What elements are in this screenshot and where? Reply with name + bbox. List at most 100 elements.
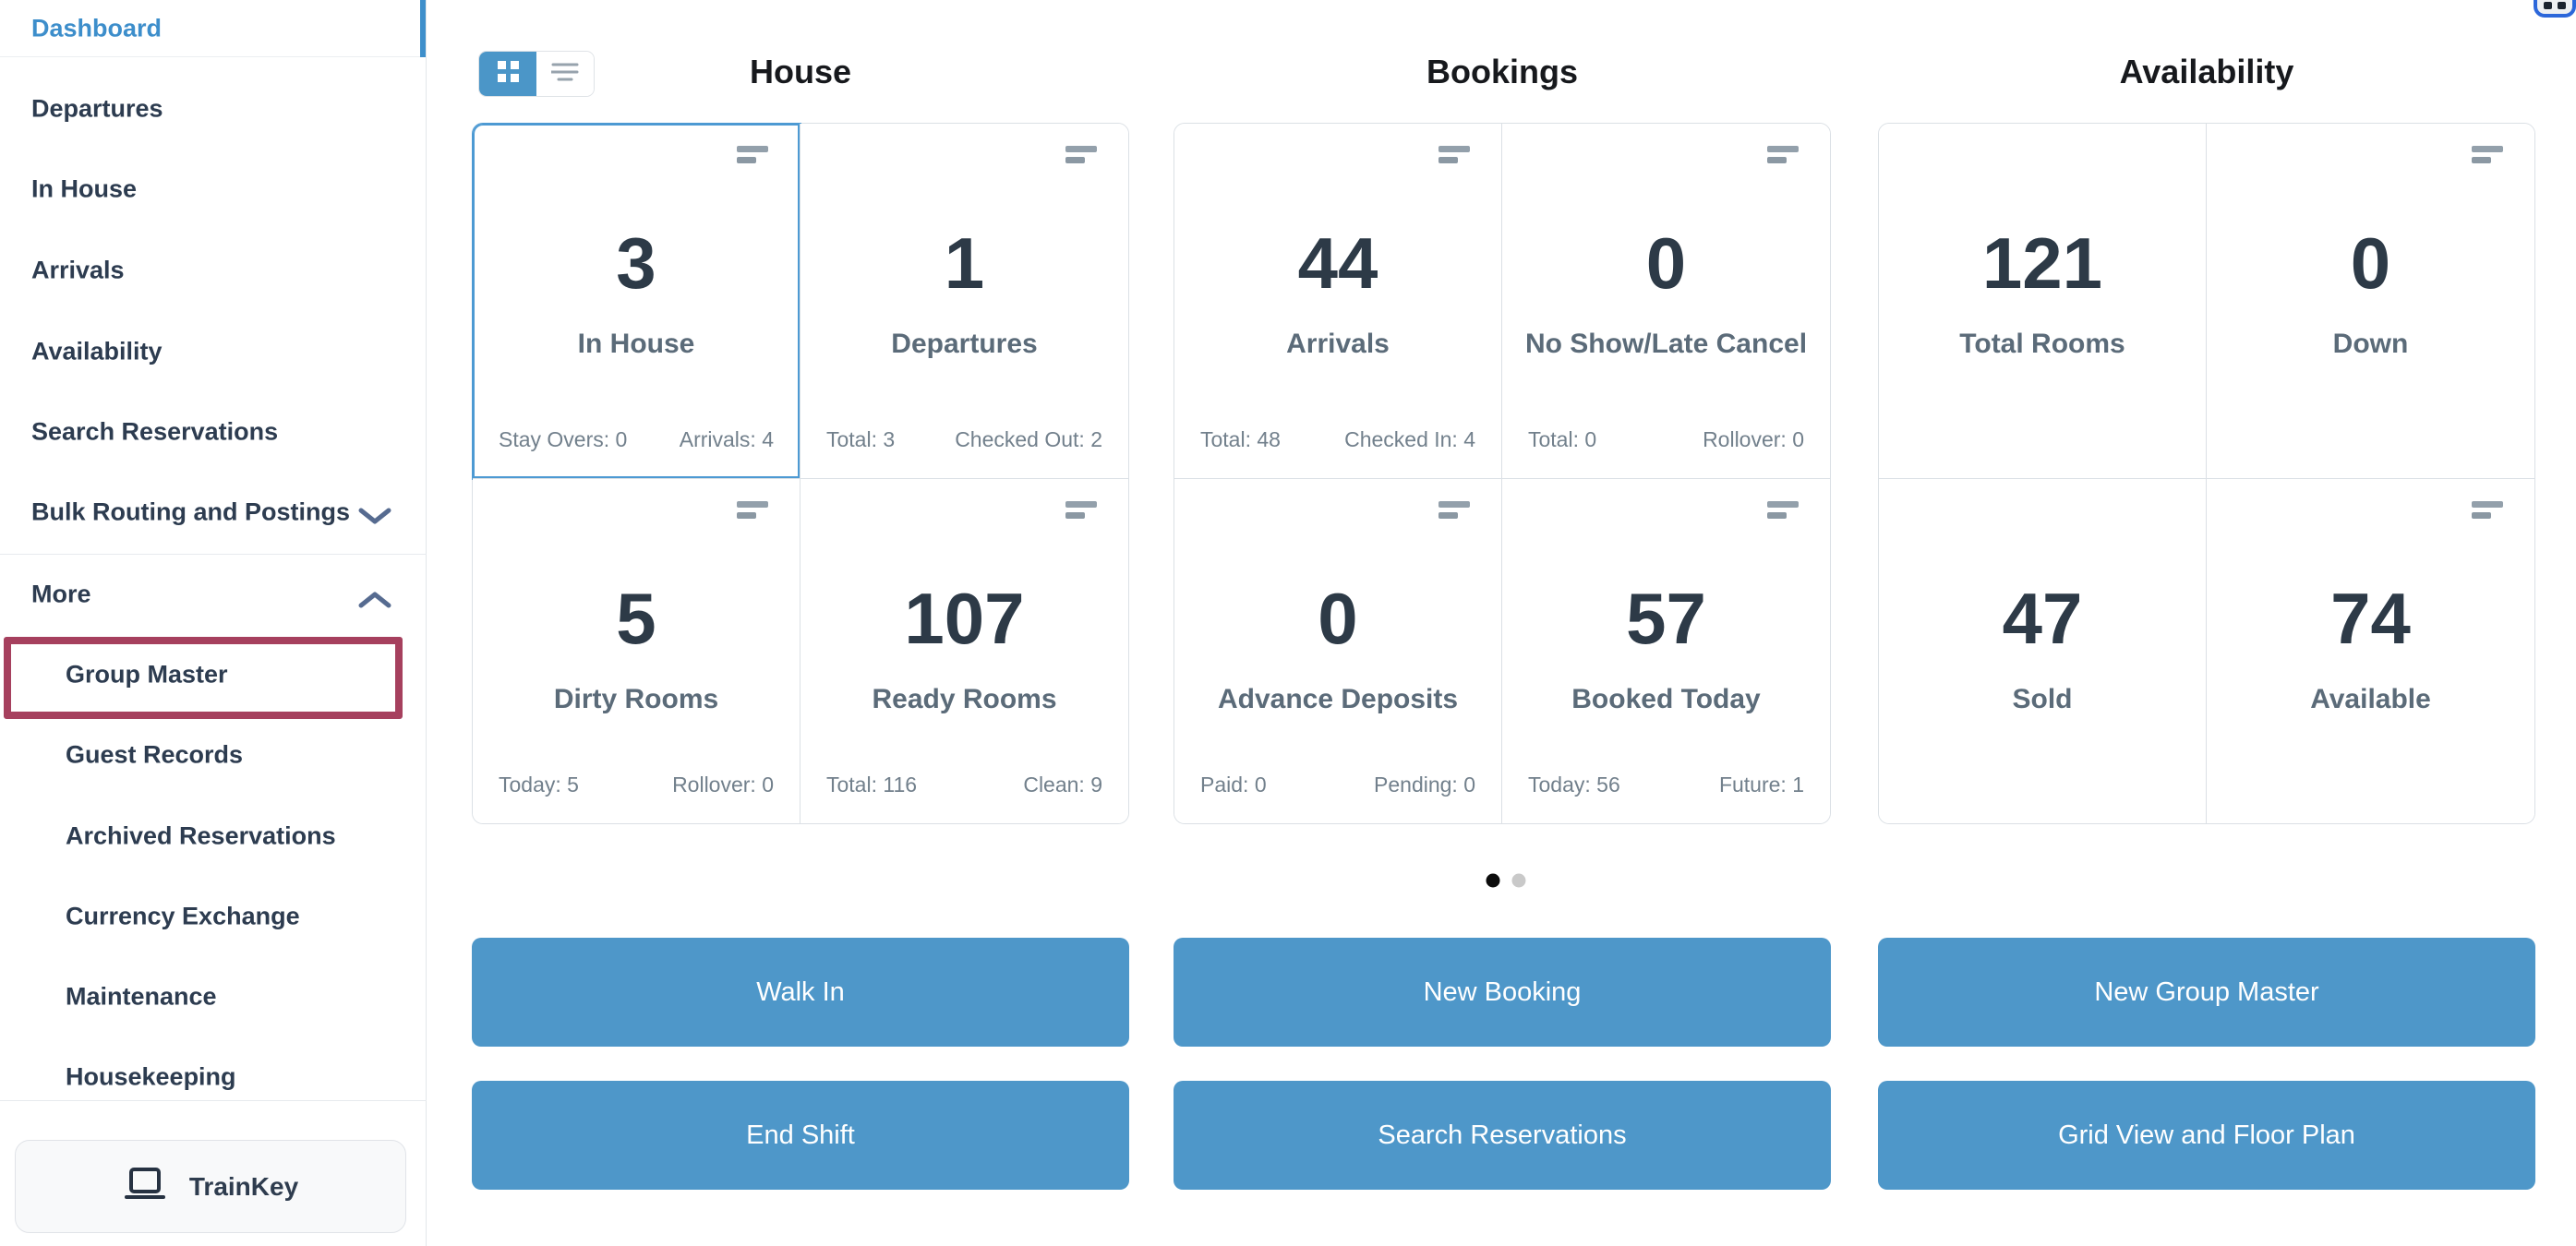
trainkey-label: TrainKey <box>188 1171 299 1201</box>
card-value: 0 <box>2350 222 2391 304</box>
card-stats-row: Total: 3 Checked Out: 2 <box>826 427 1102 452</box>
card-booked-today[interactable]: 57 Booked Today Today: 56 Future: 1 <box>1502 479 1830 823</box>
grid-view-floor-plan-button[interactable]: Grid View and Floor Plan <box>1878 1081 2535 1190</box>
card-stat-right: Future: 1 <box>1718 773 1804 797</box>
card-label: Arrivals <box>1286 329 1390 359</box>
card-label: Departures <box>891 329 1038 359</box>
card-label: Booked Today <box>1571 684 1761 714</box>
card-departures[interactable]: 1 Departures Total: 3 Checked Out: 2 <box>800 124 1128 479</box>
card-menu-icon[interactable] <box>1065 146 1097 163</box>
card-stat-left: Total: 48 <box>1200 427 1281 451</box>
card-down[interactable]: 0 Down <box>2207 124 2534 479</box>
card-stat-left: Paid: 0 <box>1200 773 1267 797</box>
card-sold[interactable]: 47 Sold <box>1879 479 2207 823</box>
sidebar-item-bulk-routing[interactable]: Bulk Routing and Postings <box>31 497 350 526</box>
sidebar: Dashboard Departures In House Arrivals A… <box>0 0 427 1246</box>
divider <box>0 554 427 555</box>
card-stat-left: Today: 56 <box>1528 773 1620 797</box>
card-label: Available <box>2310 684 2431 714</box>
card-label: Ready Rooms <box>872 684 1057 714</box>
top-right-clipped-button[interactable] <box>2534 0 2576 18</box>
card-label: Sold <box>2012 684 2073 714</box>
sidebar-item-departures[interactable]: Departures <box>31 94 163 123</box>
card-stat-left: Total: 116 <box>826 773 918 797</box>
chevron-up-icon[interactable] <box>358 590 391 608</box>
card-menu-icon[interactable] <box>737 501 768 519</box>
card-available[interactable]: 74 Available <box>2207 479 2534 823</box>
card-stat-left: Total: 3 <box>826 427 896 451</box>
card-stats-row: Paid: 0 Pending: 0 <box>1200 773 1475 797</box>
sidebar-item-in-house[interactable]: In House <box>31 174 138 203</box>
sidebar-item-guest-records[interactable]: Guest Records <box>66 740 244 769</box>
card-value: 121 <box>1981 222 2103 304</box>
card-advance-deposits[interactable]: 0 Advance Deposits Paid: 0 Pending: 0 <box>1174 479 1502 823</box>
bookings-card-group: 44 Arrivals Total: 48 Checked In: 4 0 No… <box>1174 123 1831 824</box>
card-stats-row: Total: 116 Clean: 9 <box>826 773 1102 797</box>
sidebar-item-currency-exchange[interactable]: Currency Exchange <box>66 902 300 930</box>
availability-card-group: 121 Total Rooms 0 Down 47 Sold 74 Availa… <box>1878 123 2535 824</box>
pagination-dot-active[interactable] <box>1486 873 1500 888</box>
card-dirty-rooms[interactable]: 5 Dirty Rooms Today: 5 Rollover: 0 <box>473 479 800 823</box>
card-stat-right: Checked In: 4 <box>1344 427 1475 451</box>
card-stat-left: Stay Overs: 0 <box>499 427 628 451</box>
card-stat-left: Total: 0 <box>1528 427 1597 451</box>
card-value: 3 <box>616 222 656 304</box>
card-in-house[interactable]: 3 In House Stay Overs: 0 Arrivals: 4 <box>473 124 800 479</box>
card-menu-icon[interactable] <box>737 146 768 163</box>
sidebar-item-archived-reservations[interactable]: Archived Reservations <box>66 821 336 850</box>
sidebar-item-arrivals[interactable]: Arrivals <box>31 256 125 284</box>
trainkey-button[interactable]: TrainKey <box>15 1140 406 1233</box>
card-stat-right: Clean: 9 <box>1023 773 1102 797</box>
pagination-dot[interactable] <box>1511 873 1526 888</box>
card-stat-right: Checked Out: 2 <box>955 427 1102 451</box>
sidebar-item-search-reservations[interactable]: Search Reservations <box>31 417 279 446</box>
card-arrivals[interactable]: 44 Arrivals Total: 48 Checked In: 4 <box>1174 124 1502 479</box>
list-view-button[interactable] <box>536 52 594 96</box>
grid-view-icon <box>497 61 519 87</box>
card-menu-icon[interactable] <box>1438 146 1470 163</box>
card-menu-icon[interactable] <box>1767 146 1799 163</box>
group-master-highlight-box <box>4 637 403 719</box>
card-total-rooms[interactable]: 121 Total Rooms <box>1879 124 2207 479</box>
card-stat-right: Arrivals: 4 <box>679 427 774 451</box>
card-value: 0 <box>1645 222 1687 304</box>
grid-view-button[interactable] <box>479 52 536 96</box>
section-title-house: House <box>749 53 852 90</box>
clipped-glyph <box>2544 2 2552 9</box>
sidebar-item-maintenance[interactable]: Maintenance <box>66 982 217 1011</box>
sidebar-scrollbar-thumb[interactable] <box>420 0 426 57</box>
card-label: Advance Deposits <box>1217 684 1459 714</box>
search-reservations-button[interactable]: Search Reservations <box>1174 1081 1831 1190</box>
card-ready-rooms[interactable]: 107 Ready Rooms Total: 116 Clean: 9 <box>800 479 1128 823</box>
sidebar-item-label: Dashboard <box>31 14 163 42</box>
new-booking-button[interactable]: New Booking <box>1174 938 1831 1047</box>
card-stat-right: Pending: 0 <box>1374 773 1475 797</box>
sidebar-item-group-master[interactable]: Group Master <box>66 660 228 689</box>
chevron-down-icon[interactable] <box>358 508 391 526</box>
card-value: 44 <box>1297 222 1378 304</box>
section-title-availability: Availability <box>2119 53 2294 90</box>
card-no-show-late-cancel[interactable]: 0 No Show/Late Cancel Total: 0 Rollover:… <box>1502 124 1830 479</box>
card-menu-icon[interactable] <box>1065 501 1097 519</box>
card-label: Total Rooms <box>1959 329 2125 359</box>
new-group-master-button[interactable]: New Group Master <box>1878 938 2535 1047</box>
card-value: 0 <box>1318 578 1358 659</box>
divider <box>0 1100 427 1101</box>
view-mode-toggle <box>478 51 595 97</box>
end-shift-button[interactable]: End Shift <box>472 1081 1129 1190</box>
card-menu-icon[interactable] <box>1767 501 1799 519</box>
walk-in-button[interactable]: Walk In <box>472 938 1129 1047</box>
card-stats-row: Today: 56 Future: 1 <box>1528 773 1804 797</box>
card-stat-right: Rollover: 0 <box>672 773 774 797</box>
sidebar-item-more[interactable]: More <box>31 580 91 608</box>
card-label: In House <box>577 329 695 359</box>
card-menu-icon[interactable] <box>2472 146 2503 163</box>
card-value: 5 <box>616 578 656 659</box>
card-menu-icon[interactable] <box>2472 501 2503 519</box>
sidebar-item-housekeeping[interactable]: Housekeeping <box>66 1062 236 1091</box>
card-label: Down <box>2332 329 2409 359</box>
list-view-icon <box>549 61 579 88</box>
sidebar-item-availability[interactable]: Availability <box>31 337 163 365</box>
card-menu-icon[interactable] <box>1438 501 1470 519</box>
sidebar-item-dashboard[interactable]: Dashboard <box>0 0 426 57</box>
